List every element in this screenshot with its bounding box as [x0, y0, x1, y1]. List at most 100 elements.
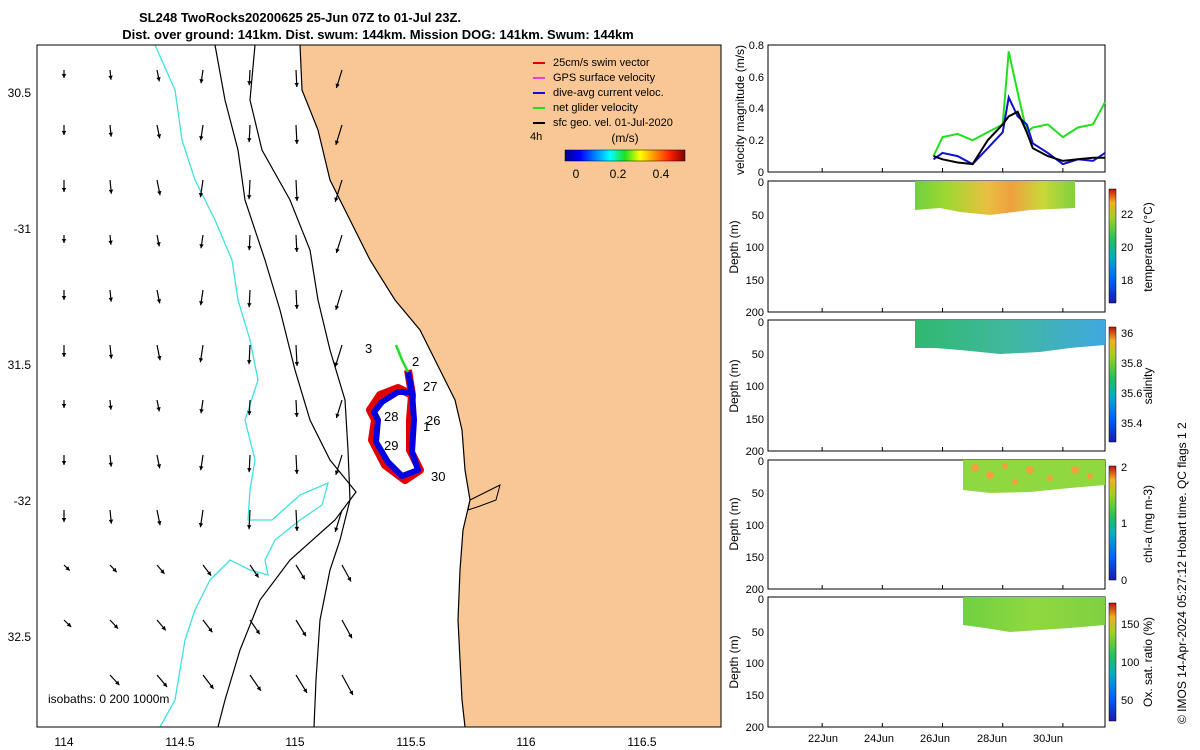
- chla-yticks: 0 50 100 150 200: [746, 456, 764, 596]
- ytick: 0: [758, 594, 764, 606]
- oxygen-section: [963, 597, 1105, 632]
- salinity-panel: 0 50 100 150 200 Depth (m) 35.4 35.6 35.…: [727, 317, 1155, 458]
- velocity-arrow: [247, 124, 252, 143]
- velocity-arrow: [341, 674, 354, 696]
- salinity-section: [915, 320, 1105, 354]
- isobath-note: isobaths: 0 200 1000m: [48, 692, 169, 706]
- day-label: 26: [426, 413, 440, 428]
- velocity-series-line: [933, 110, 1105, 166]
- cbar-tick: 35.8: [1121, 358, 1142, 370]
- cbar-tick: 150: [1121, 619, 1139, 631]
- velocity-series: [932, 51, 1106, 166]
- track-swim-vectors: [366, 369, 424, 484]
- chla-spots: [971, 463, 1093, 485]
- velocity-arrow: [63, 564, 71, 572]
- cbar-tick: 22: [1121, 209, 1133, 221]
- velocity-arrow: [156, 509, 162, 526]
- velocity-arrow: [341, 619, 353, 639]
- temperature-ylabel: Depth (m): [727, 220, 741, 273]
- velocity-arrow: [61, 70, 67, 78]
- temperature-section: [915, 181, 1075, 215]
- velocity-arrow: [109, 674, 120, 686]
- legend-label: dive-avg current veloc.: [553, 87, 664, 99]
- velocity-arrow: [294, 399, 299, 418]
- ytick: 200: [746, 307, 764, 319]
- lon-tick: 114: [54, 735, 73, 749]
- ytick: 100: [746, 520, 764, 532]
- ytick: 150: [746, 552, 764, 564]
- ytick: 0: [758, 456, 764, 468]
- velocity-arrow: [199, 124, 204, 141]
- ytick: 100: [746, 242, 764, 254]
- velocity-arrow: [249, 674, 262, 692]
- map-legend: 25cm/s swim vector GPS surface velocity …: [530, 57, 673, 145]
- velocity-arrow: [61, 510, 67, 522]
- velocity-series-line: [932, 94, 1106, 166]
- day-label: 2: [412, 354, 419, 369]
- legend-item: net glider velocity: [533, 102, 638, 114]
- velocity-arrow: [61, 455, 67, 465]
- isobath-deep: [154, 45, 329, 727]
- velocity-arrow: [294, 234, 299, 253]
- cbar-tick: 36: [1121, 328, 1133, 340]
- legend-item: GPS surface velocity: [533, 72, 656, 84]
- oxygen-cbar-label: Ox. sat. ratio (%): [1141, 617, 1155, 707]
- velocity-arrow: [294, 344, 300, 367]
- day-label: 27: [423, 379, 437, 394]
- velocity-arrow: [108, 69, 113, 80]
- colorbar-tick: 0.2: [610, 167, 627, 181]
- velocity-arrow: [249, 619, 261, 635]
- ytick: 50: [752, 488, 764, 500]
- legend-item: sfc geo. vel. 01-Jul-2020: [533, 117, 673, 129]
- velocity-arrow: [61, 125, 67, 135]
- day-label: 30: [431, 469, 445, 484]
- velocity-arrow: [334, 179, 343, 202]
- velocity-arrow: [156, 234, 161, 247]
- legend-label: net glider velocity: [553, 102, 638, 114]
- velocity-arrow: [334, 289, 343, 311]
- oxygen-yticks: 0 50 100 150 200: [746, 594, 764, 734]
- velocity-arrow: [295, 619, 307, 637]
- lat-tick: 30.5: [8, 86, 32, 100]
- ytick: 0: [758, 317, 764, 329]
- velocity-arrow: [198, 509, 204, 528]
- velocity-arrow: [335, 399, 343, 419]
- track-current-vectors: [371, 371, 421, 479]
- day-label: 29: [384, 438, 398, 453]
- chla-section: [963, 460, 1105, 493]
- lon-tick: 116.5: [627, 735, 656, 749]
- chla-colorbar: [1108, 465, 1117, 581]
- velocity-arrow: [156, 179, 162, 196]
- lat-tick: -32: [14, 494, 32, 508]
- velocity-arrow: [294, 179, 300, 202]
- day-label: 3: [365, 341, 372, 356]
- velocity-arrow: [156, 289, 162, 304]
- day-labels: 3 2 27 28 26 1 29 30: [365, 341, 445, 484]
- track-net-velocity: [394, 344, 410, 373]
- oxygen-colorbar: [1108, 602, 1117, 722]
- velocity-arrow: [156, 564, 165, 575]
- velocity-arrow: [156, 619, 167, 631]
- velocity-arrow: [247, 69, 252, 86]
- velocity-arrow: [247, 399, 252, 416]
- land: [300, 45, 721, 727]
- temperature-cbar-label: temperature (°C): [1141, 202, 1155, 292]
- cbar-tick: 35.6: [1121, 388, 1142, 400]
- legend-label: 25cm/s swim vector: [553, 57, 650, 69]
- velocity-axes: [767, 44, 1106, 173]
- velocity-arrow: [335, 234, 343, 254]
- ytick: 0: [758, 167, 764, 179]
- velocity-arrow: [108, 234, 113, 245]
- time-tick: 26Jun: [920, 733, 950, 745]
- velocity-panel: 0 0.2 0.4 0.6 0.8 velocity magnitude (m/…: [733, 40, 1106, 179]
- velocity-arrow: [108, 454, 113, 467]
- cbar-tick: 1: [1121, 518, 1127, 530]
- legend-label: sfc geo. vel. 01-Jul-2020: [553, 117, 673, 129]
- ytick: 200: [746, 722, 764, 734]
- lat-tick: -31: [14, 222, 32, 236]
- velocity-arrow: [108, 509, 114, 524]
- ytick: 150: [746, 414, 764, 426]
- isobath-1000m: [214, 45, 357, 727]
- velocity-ylabel: velocity magnitude (m/s): [733, 45, 747, 175]
